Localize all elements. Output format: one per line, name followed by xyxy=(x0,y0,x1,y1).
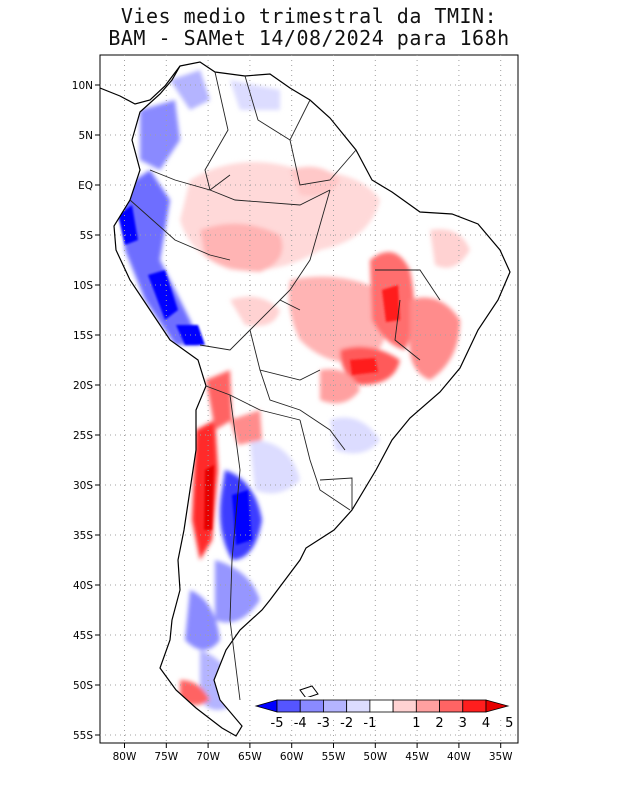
colorbar-label: -5 xyxy=(271,716,284,731)
colorbar-label: 3 xyxy=(459,716,467,731)
lon-label: 60W xyxy=(280,751,304,763)
lon-label: 75W xyxy=(154,751,178,763)
colorbar-label: 5 xyxy=(505,716,513,731)
colorbar-cell xyxy=(369,699,394,713)
colorbar-cell xyxy=(323,699,348,713)
colorbar-label: 4 xyxy=(482,716,490,731)
coastline xyxy=(100,61,511,737)
colorbar-label: 1 xyxy=(412,716,420,731)
colorbar-cell xyxy=(415,699,440,713)
colorbar-label: -4 xyxy=(294,716,307,731)
lat-label: 30S xyxy=(73,480,93,492)
lat-label: 40S xyxy=(73,580,93,592)
colorbar-arrow-right xyxy=(485,699,510,713)
colorbar: -5 -4 -3 -2 -1 1 2 3 4 5 xyxy=(254,697,513,731)
axis-ticks: 80W 75W 70W 65W 60W 55W 50W 45W 40W 35W 10N 5N EQ 5S 1… xyxy=(72,80,513,763)
colorbar-label: -2 xyxy=(340,716,353,731)
colorbar-label: 2 xyxy=(435,716,443,731)
colorbar-cell xyxy=(392,699,417,713)
lon-label: 55W xyxy=(322,751,346,763)
lat-label: EQ xyxy=(78,180,93,192)
lon-label: 65W xyxy=(238,751,262,763)
map-title-line2: BAM - SAMet 14/08/2024 para 168h xyxy=(108,26,510,50)
colorbar-cell xyxy=(346,699,371,713)
lat-label: 10N xyxy=(72,80,93,92)
lat-label: 25S xyxy=(73,430,93,442)
colorbar-cell xyxy=(439,699,464,713)
lat-label: 15S xyxy=(73,330,93,342)
map-title-line1: Vies medio trimestral da TMIN: xyxy=(120,4,498,28)
lon-label: 50W xyxy=(363,751,387,763)
lat-label: 45S xyxy=(73,630,93,642)
lat-label: 10S xyxy=(73,280,93,292)
lon-label: 40W xyxy=(447,751,471,763)
colorbar-cell xyxy=(299,699,324,713)
lat-label: 55S xyxy=(73,730,93,742)
lon-label: 45W xyxy=(405,751,429,763)
lon-label: 35W xyxy=(489,751,513,763)
lat-label: 5N xyxy=(78,130,93,142)
colorbar-cell xyxy=(276,699,301,713)
lat-label: 35S xyxy=(73,530,93,542)
lat-label: 50S xyxy=(73,680,93,692)
lon-label: 70W xyxy=(196,751,220,763)
lat-label: 5S xyxy=(80,230,94,242)
colorbar-label: -1 xyxy=(363,716,376,731)
colorbar-cell xyxy=(462,699,487,713)
lat-label: 20S xyxy=(73,380,93,392)
colorbar-label: -3 xyxy=(317,716,330,731)
lon-label: 80W xyxy=(113,751,137,763)
